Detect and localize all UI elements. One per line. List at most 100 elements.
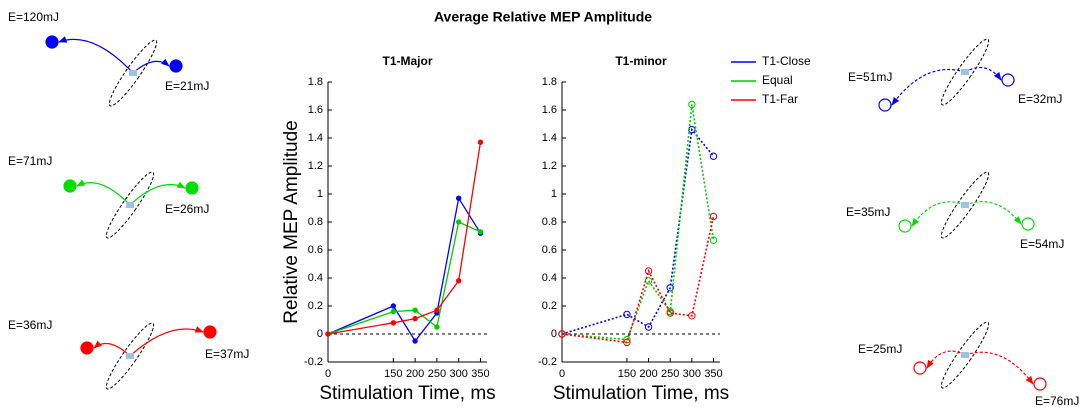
y-tick-label: 0.8 xyxy=(542,216,557,228)
x-tick-label: 0 xyxy=(559,368,565,380)
y-tick-label: -0.2 xyxy=(538,356,557,368)
legend-label: T1-Far xyxy=(762,92,798,106)
x-tick-label: 300 xyxy=(683,368,701,380)
y-tick-label: -0.2 xyxy=(304,356,323,368)
y-tick-label: 1.8 xyxy=(542,76,557,88)
pulse-dot xyxy=(203,325,217,339)
x-tick-label: 300 xyxy=(450,368,468,380)
arrow xyxy=(891,68,966,106)
series-line xyxy=(327,196,482,343)
data-point xyxy=(666,309,674,317)
y-tick-label: 1.2 xyxy=(308,160,323,172)
series-line xyxy=(561,104,715,341)
y-tick-label: 0.2 xyxy=(542,300,557,312)
arrow xyxy=(132,58,170,74)
y-tick-label: 1.2 xyxy=(542,160,557,172)
arrow xyxy=(911,201,966,227)
y-tick-label: 0 xyxy=(551,328,557,340)
energy-label: E=71mJ xyxy=(8,154,52,168)
arrow xyxy=(129,181,186,206)
energy-label: E=76mJ xyxy=(1035,394,1079,407)
data-point xyxy=(558,330,566,338)
data-point xyxy=(709,212,718,221)
coil-center xyxy=(129,70,137,76)
data-point xyxy=(412,307,418,313)
pulse-dot xyxy=(1033,377,1047,391)
x-tick-label: 200 xyxy=(406,368,424,380)
coil xyxy=(940,321,990,389)
arrow xyxy=(964,66,1002,81)
pulse-dot xyxy=(1021,217,1035,231)
arrow xyxy=(964,201,1022,225)
x-tick-label: 250 xyxy=(661,368,679,380)
y-axis-label: Relative MEP Amplitude xyxy=(281,120,302,323)
energy-label: E=32mJ xyxy=(1018,92,1062,106)
energy-label: E=37mJ xyxy=(205,347,249,361)
x-tick-label: 250 xyxy=(428,368,446,380)
data-point xyxy=(477,139,484,145)
y-tick-label: 1 xyxy=(551,188,557,200)
x-axis-label: Stimulation Time, ms xyxy=(319,383,495,404)
pulse-dot xyxy=(80,341,94,355)
data-point xyxy=(709,236,718,244)
energy-label: E=35mJ xyxy=(846,205,890,219)
pulse-dot xyxy=(913,361,927,375)
data-point xyxy=(325,331,331,337)
data-point xyxy=(644,323,653,331)
data-point xyxy=(623,338,631,347)
energy-label: E=25mJ xyxy=(858,342,902,356)
arrow xyxy=(964,351,1034,385)
data-point xyxy=(688,100,696,109)
y-tick-label: 0 xyxy=(317,328,323,340)
y-tick-label: 1.4 xyxy=(308,132,323,144)
data-point xyxy=(390,320,397,326)
series-line xyxy=(561,127,715,335)
y-tick-label: 1.6 xyxy=(542,104,557,116)
legend-label: T1-Close xyxy=(762,54,811,68)
pulse-dot xyxy=(169,59,183,73)
chart-title: T1-Major xyxy=(382,54,432,68)
pulse-dot xyxy=(45,35,59,49)
pulse-dot xyxy=(1001,73,1015,87)
data-point xyxy=(688,312,696,320)
x-tick-label: 150 xyxy=(618,368,636,380)
energy-label: E=36mJ xyxy=(8,318,52,332)
y-tick-label: 0.8 xyxy=(308,216,323,228)
y-tick-label: 0.6 xyxy=(308,244,323,256)
y-tick-label: 0.2 xyxy=(308,300,323,312)
energy-label: E=26mJ xyxy=(165,202,209,216)
x-tick-label: 350 xyxy=(704,368,722,380)
arrow xyxy=(926,350,966,369)
data-point xyxy=(434,307,440,313)
energy-label: E=120mJ xyxy=(8,10,59,24)
series-line xyxy=(561,216,715,344)
data-point xyxy=(412,338,418,344)
pulse-dot xyxy=(878,98,892,112)
series-line xyxy=(327,142,482,335)
y-tick-label: 1.4 xyxy=(542,132,557,144)
data-point xyxy=(455,219,462,225)
pulse-dot xyxy=(898,219,912,233)
data-point xyxy=(390,303,397,309)
coil xyxy=(105,171,155,239)
coil xyxy=(108,39,158,107)
series-line xyxy=(327,221,481,335)
data-point xyxy=(623,310,631,319)
y-tick-label: 1.6 xyxy=(308,104,323,116)
data-point xyxy=(644,267,653,275)
coil-center xyxy=(126,353,134,359)
legend-label: Equal xyxy=(762,73,793,87)
data-point xyxy=(434,324,440,330)
x-tick-label: 200 xyxy=(639,368,657,380)
coil-center xyxy=(961,352,969,358)
coil xyxy=(940,38,990,106)
data-point xyxy=(709,152,718,160)
data-point xyxy=(412,315,418,322)
pulse-dot xyxy=(185,181,199,195)
coil-center xyxy=(961,202,969,208)
x-tick-label: 0 xyxy=(325,368,331,380)
x-tick-label: 350 xyxy=(471,368,489,380)
energy-label: E=21mJ xyxy=(165,79,209,93)
chart-title: T1-minor xyxy=(615,54,667,68)
